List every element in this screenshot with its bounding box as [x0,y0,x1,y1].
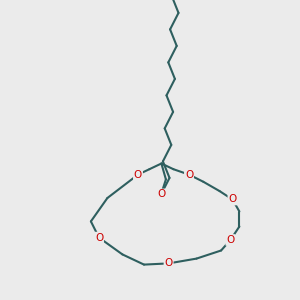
Text: O: O [185,169,193,180]
Text: O: O [226,235,235,245]
Text: O: O [134,169,142,180]
Text: O: O [164,258,173,268]
Text: O: O [95,232,103,243]
Text: O: O [228,194,237,205]
Text: O: O [157,189,165,200]
